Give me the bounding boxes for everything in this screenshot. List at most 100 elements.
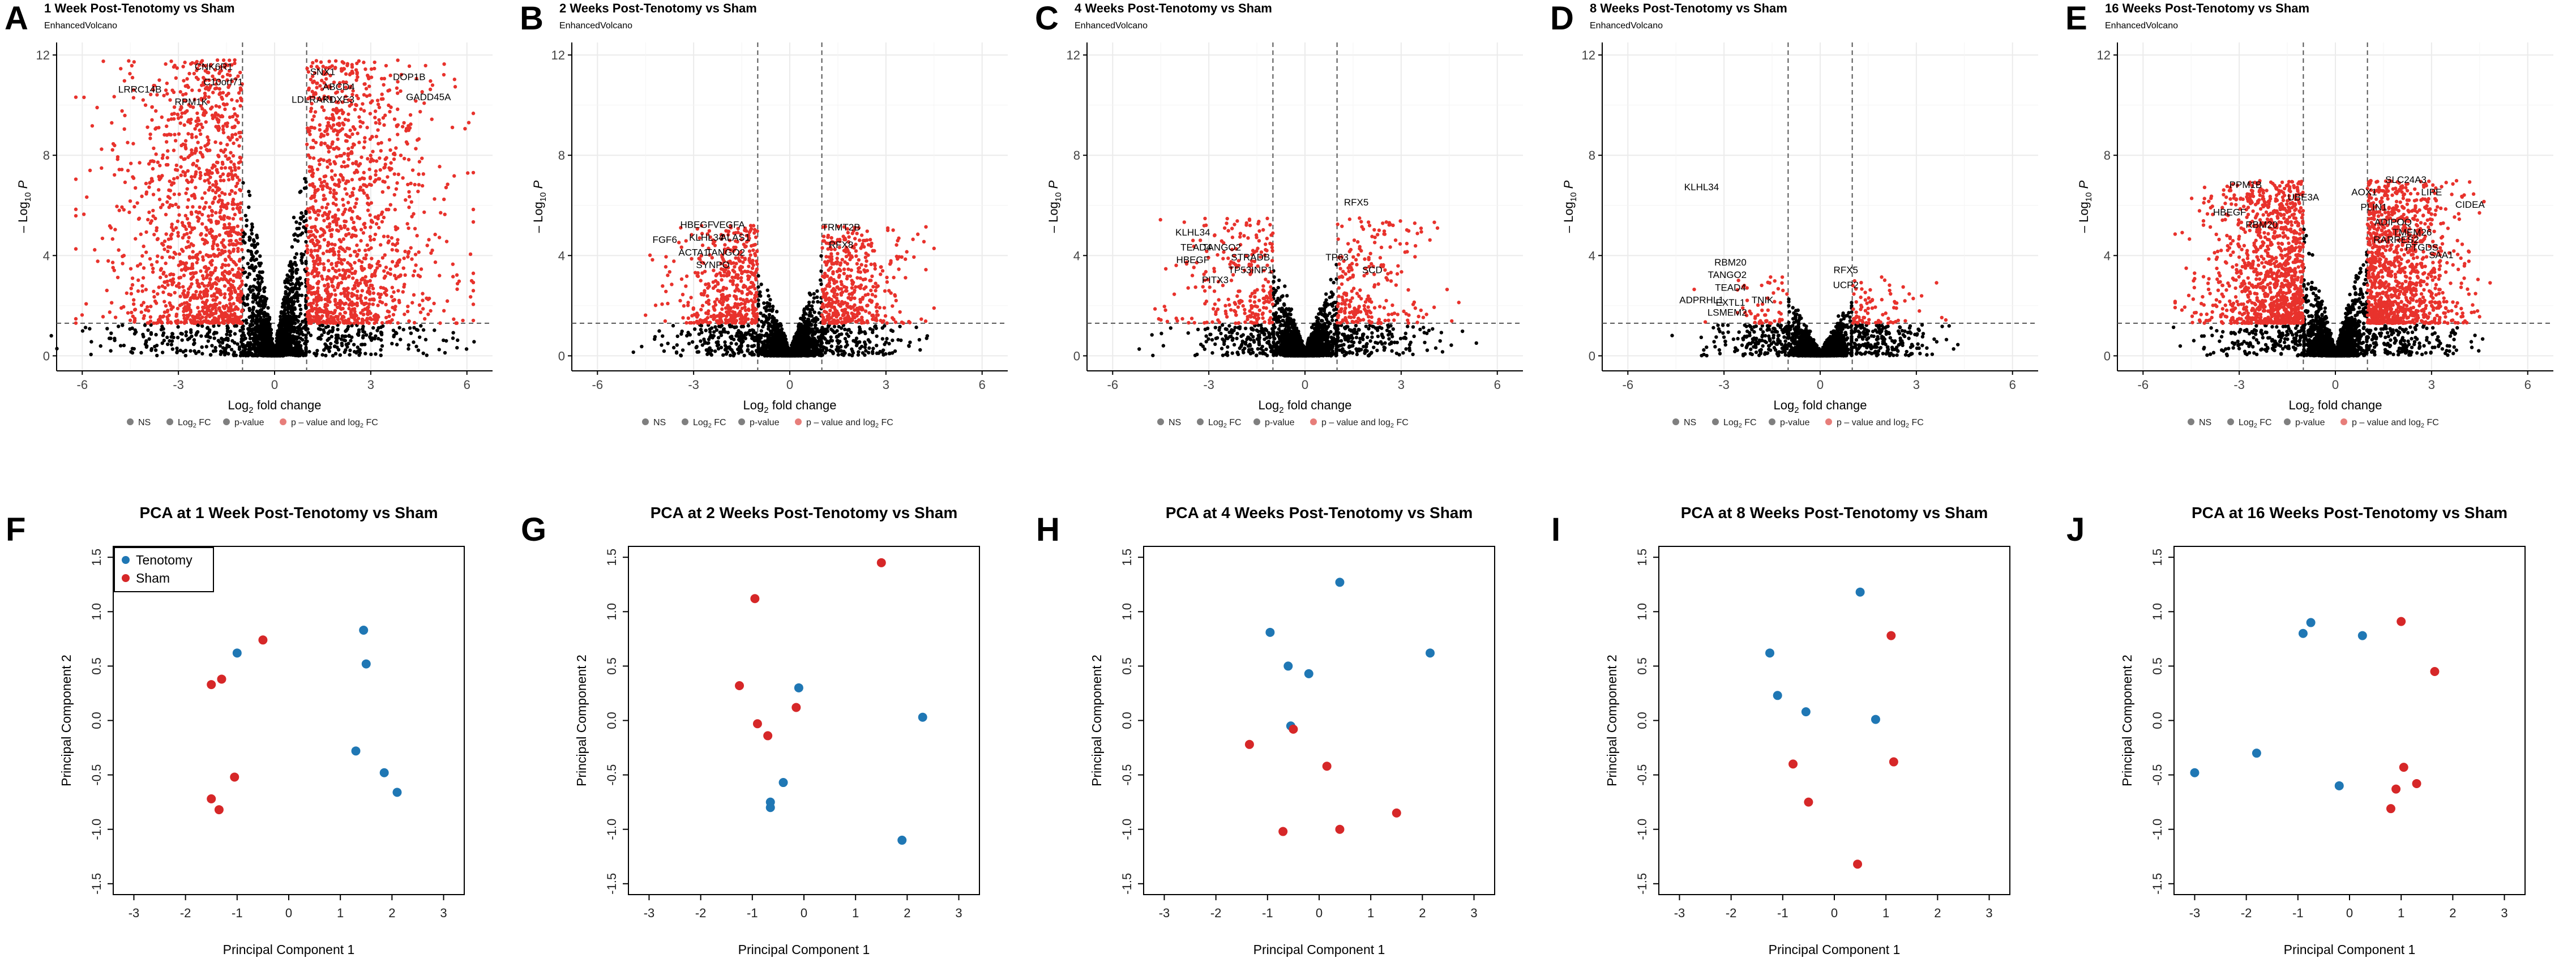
sig-point bbox=[422, 172, 425, 176]
sig-point bbox=[344, 72, 348, 75]
x-axis-label: Log2 fold change bbox=[743, 398, 837, 415]
sig-point bbox=[185, 232, 189, 236]
sig-point bbox=[177, 132, 181, 135]
sig-point bbox=[318, 245, 322, 248]
ns-point bbox=[226, 330, 229, 333]
ns-point bbox=[247, 190, 250, 193]
sig-point bbox=[365, 253, 368, 256]
sig-point bbox=[111, 260, 114, 264]
sig-point bbox=[74, 177, 78, 181]
sig-point bbox=[203, 191, 207, 195]
sig-point bbox=[152, 233, 156, 236]
ns-point bbox=[267, 330, 271, 333]
sig-point bbox=[377, 226, 380, 229]
sig-point bbox=[211, 229, 214, 233]
sig-point bbox=[149, 160, 152, 163]
sig-point bbox=[381, 256, 384, 259]
ns-point bbox=[294, 353, 298, 357]
sig-point bbox=[357, 59, 361, 63]
y-tick-label: 8 bbox=[43, 148, 50, 162]
ns-point bbox=[228, 333, 232, 337]
sig-point bbox=[332, 147, 335, 151]
sig-point bbox=[101, 237, 104, 240]
sig-point bbox=[353, 127, 356, 131]
ns-point bbox=[260, 338, 263, 341]
ns-point bbox=[290, 282, 294, 285]
sig-point bbox=[308, 129, 311, 132]
ns-point bbox=[356, 345, 360, 349]
sig-point bbox=[198, 251, 202, 254]
ns-point bbox=[251, 343, 254, 347]
ns-point bbox=[293, 256, 297, 259]
sig-point bbox=[179, 115, 183, 118]
ns-point bbox=[49, 334, 53, 337]
ns-point bbox=[301, 320, 304, 323]
sig-point bbox=[230, 98, 233, 101]
sig-point bbox=[181, 65, 185, 68]
sig-point bbox=[308, 309, 311, 313]
sig-point bbox=[223, 245, 226, 249]
sig-point bbox=[232, 107, 236, 110]
sig-point bbox=[365, 317, 369, 320]
y-tick-label: 4 bbox=[558, 249, 565, 263]
sig-point bbox=[382, 216, 386, 219]
sig-point bbox=[438, 274, 441, 277]
sig-point bbox=[176, 66, 179, 70]
sig-point bbox=[129, 199, 132, 203]
sig-point bbox=[135, 201, 139, 204]
sig-point bbox=[207, 142, 210, 145]
sig-point bbox=[142, 266, 146, 270]
sig-point bbox=[309, 249, 313, 252]
x-tick-label: -6 bbox=[592, 378, 604, 392]
ns-point bbox=[297, 319, 300, 323]
sig-point bbox=[74, 214, 78, 217]
sig-point bbox=[122, 305, 125, 309]
sig-point bbox=[189, 62, 192, 66]
ns-point bbox=[295, 252, 298, 255]
sig-point bbox=[305, 67, 309, 70]
sig-point bbox=[363, 67, 367, 71]
sig-point bbox=[120, 206, 123, 209]
sig-point bbox=[229, 258, 233, 261]
sig-point bbox=[165, 140, 168, 143]
ns-point bbox=[407, 343, 410, 347]
sig-point bbox=[74, 95, 78, 99]
sig-point bbox=[203, 242, 206, 245]
ns-point bbox=[256, 324, 260, 328]
sig-point bbox=[334, 198, 337, 201]
sig-point bbox=[111, 148, 114, 151]
sig-point bbox=[384, 303, 387, 306]
ns-point bbox=[408, 326, 412, 330]
sig-point bbox=[305, 143, 309, 146]
sig-point bbox=[356, 322, 360, 325]
sig-point bbox=[113, 144, 116, 147]
sig-point bbox=[421, 292, 424, 295]
sig-point bbox=[200, 107, 204, 110]
sig-point bbox=[151, 267, 155, 270]
sig-point bbox=[142, 98, 145, 101]
sig-point bbox=[333, 309, 337, 312]
ns-point bbox=[89, 353, 92, 356]
sig-point bbox=[191, 162, 195, 165]
sig-point bbox=[113, 268, 116, 272]
sig-point bbox=[367, 266, 371, 269]
sig-point bbox=[165, 125, 168, 128]
ns-point bbox=[169, 335, 173, 339]
sig-point bbox=[162, 280, 166, 284]
sig-point bbox=[184, 268, 187, 272]
sig-point bbox=[322, 268, 326, 271]
sig-point bbox=[233, 314, 236, 317]
sig-point bbox=[356, 131, 359, 135]
sig-point bbox=[350, 216, 353, 220]
sig-point bbox=[394, 225, 397, 229]
sig-point bbox=[344, 118, 347, 121]
ns-point bbox=[336, 328, 339, 331]
sig-point bbox=[207, 305, 211, 308]
sig-point bbox=[177, 263, 181, 267]
sig-point bbox=[238, 259, 241, 263]
sig-point bbox=[380, 301, 384, 304]
sig-point bbox=[429, 309, 432, 313]
sig-point bbox=[352, 187, 355, 190]
sig-point bbox=[350, 146, 354, 149]
sig-point bbox=[172, 181, 176, 185]
